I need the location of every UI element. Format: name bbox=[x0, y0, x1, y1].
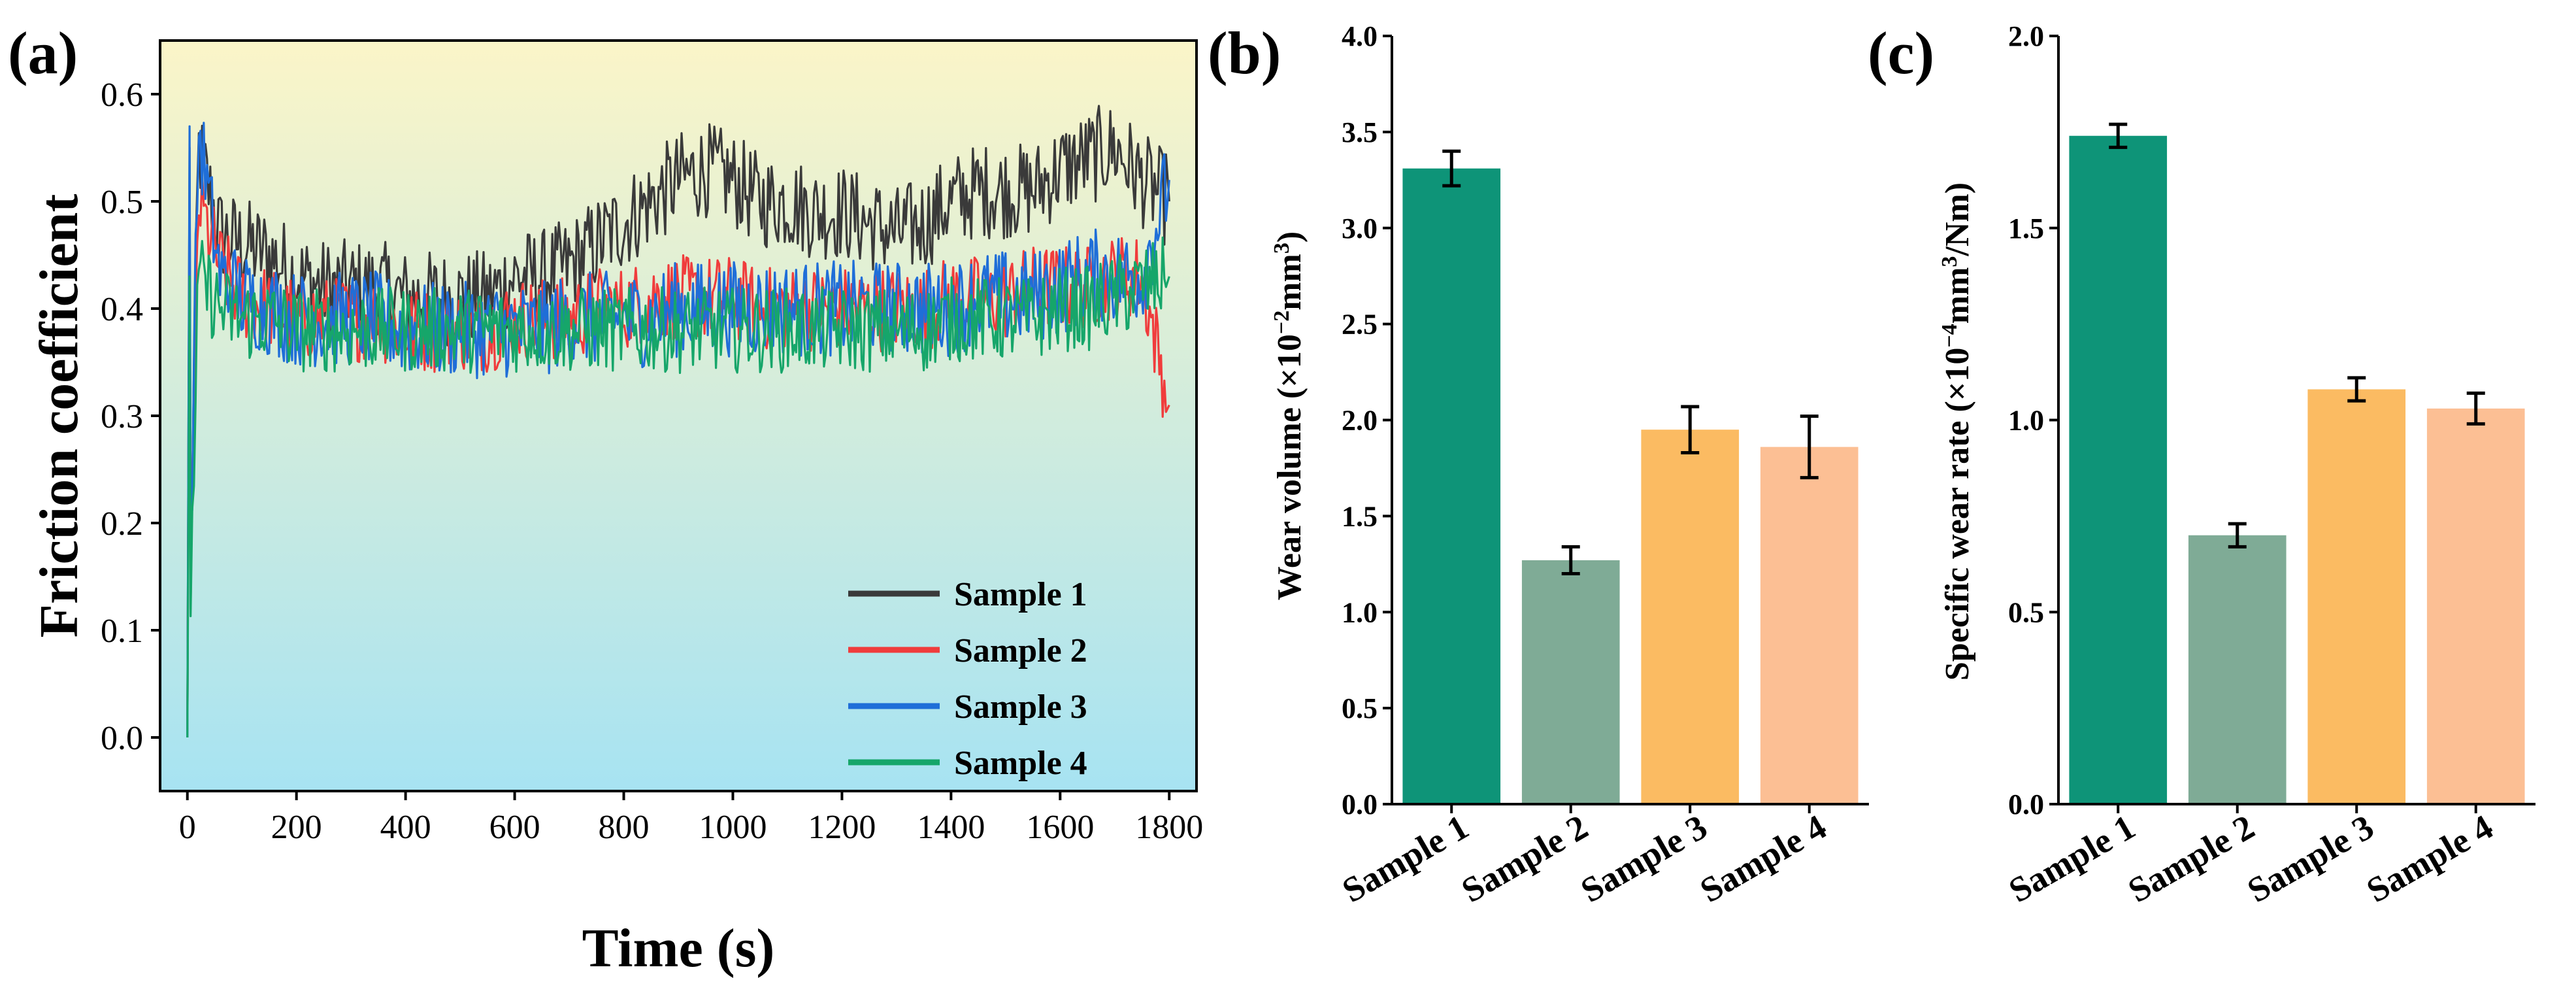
y-tick-label: 0.5 bbox=[1342, 692, 1378, 724]
x-tick-label: 1200 bbox=[808, 809, 876, 846]
x-tick-label: 1600 bbox=[1026, 809, 1094, 846]
x-tick-label: 1000 bbox=[699, 809, 767, 846]
bar-sample-3 bbox=[2307, 389, 2406, 804]
panel-label-a: (a) bbox=[8, 20, 78, 86]
category-label-sample-3: Sample 3 bbox=[1574, 807, 1713, 910]
y-tick-label: 0.4 bbox=[101, 291, 143, 328]
legend-label-sample-1: Sample 1 bbox=[954, 576, 1087, 613]
bar-sample-1 bbox=[1402, 168, 1501, 804]
plot-a-legend: Sample 1 Sample 2 Sample 3 Sample 4 bbox=[848, 576, 1087, 782]
x-tick-label: 1400 bbox=[917, 809, 985, 846]
plot-b-y-label: Wear volume (×10−2mm3) bbox=[1270, 231, 1309, 600]
category-label-sample-4: Sample 4 bbox=[1694, 807, 1833, 910]
series-line-sample-4 bbox=[186, 236, 1170, 738]
x-tick-label: 0 bbox=[179, 809, 196, 846]
y-tick-label: 0.3 bbox=[101, 398, 143, 435]
plot-c-bars bbox=[2069, 122, 2525, 804]
y-tick-label: 0.0 bbox=[1342, 788, 1378, 820]
category-label-sample-1: Sample 1 bbox=[2002, 807, 2141, 910]
legend-label-sample-4: Sample 4 bbox=[954, 745, 1087, 782]
category-label-sample-2: Sample 2 bbox=[2122, 807, 2261, 910]
y-tick-label: 1.0 bbox=[2008, 405, 2044, 437]
y-tick-label: 2.0 bbox=[1342, 405, 1378, 437]
y-tick-label: 1.0 bbox=[1342, 596, 1378, 628]
category-label-sample-1: Sample 1 bbox=[1336, 807, 1475, 910]
y-tick-label: 2.0 bbox=[2008, 20, 2044, 52]
category-label-sample-4: Sample 4 bbox=[2360, 807, 2500, 910]
y-tick-label: 0.1 bbox=[101, 613, 143, 650]
y-tick-label: 0.5 bbox=[2008, 596, 2044, 628]
plot-a-y-label: Friction coefficient bbox=[29, 194, 90, 638]
y-tick-label: 0.0 bbox=[2008, 788, 2044, 820]
plot-a-x-axis: 0 200 400 600 800 1000 1200 1400 1600 1800 bbox=[179, 791, 1203, 846]
panel-label-b: (b) bbox=[1208, 20, 1281, 86]
x-tick-label: 400 bbox=[380, 809, 431, 846]
y-tick-label: 0.6 bbox=[101, 76, 143, 114]
bar-sample-4 bbox=[2426, 408, 2525, 804]
y-tick-label: 0.5 bbox=[101, 184, 143, 221]
panel-a: (a) 0.0 0.1 0.2 0.3 0.4 0.5 0.6 0 200 400 600 800 1… bbox=[8, 20, 1203, 979]
plot-c-y-label: Specific wear rate (×10−4mm3/Nm) bbox=[1938, 182, 1977, 681]
plot-a-y-axis: 0.0 0.1 0.2 0.3 0.4 0.5 0.6 bbox=[101, 76, 160, 757]
y-tick-label: 2.5 bbox=[1342, 309, 1378, 341]
panel-label-c: (c) bbox=[1868, 20, 1934, 86]
x-tick-label: 600 bbox=[489, 809, 540, 846]
plot-a-x-label: Time (s) bbox=[582, 918, 775, 979]
y-tick-label: 3.0 bbox=[1342, 212, 1378, 245]
legend-label-sample-2: Sample 2 bbox=[954, 632, 1087, 669]
bar-sample-2 bbox=[2188, 535, 2287, 804]
y-tick-label: 4.0 bbox=[1342, 20, 1378, 52]
bar-sample-4 bbox=[1760, 447, 1858, 804]
x-tick-label: 200 bbox=[271, 809, 322, 846]
y-tick-label: 0.2 bbox=[101, 505, 143, 543]
x-tick-label: 800 bbox=[599, 809, 650, 846]
category-label-sample-2: Sample 2 bbox=[1455, 807, 1594, 910]
bar-sample-1 bbox=[2069, 135, 2168, 804]
plot-a-lines bbox=[186, 105, 1170, 738]
bar-sample-2 bbox=[1521, 560, 1620, 804]
y-tick-label: 1.5 bbox=[1342, 500, 1378, 532]
legend-label-sample-3: Sample 3 bbox=[954, 688, 1087, 726]
category-label-sample-3: Sample 3 bbox=[2241, 807, 2380, 910]
y-tick-label: 3.5 bbox=[1342, 116, 1378, 148]
x-tick-label: 1800 bbox=[1135, 809, 1203, 846]
series-line-sample-1 bbox=[186, 105, 1170, 738]
y-tick-label: 1.5 bbox=[2008, 212, 2044, 245]
y-tick-label: 0.0 bbox=[101, 720, 143, 757]
bar-sample-3 bbox=[1641, 430, 1740, 804]
plot-a-background bbox=[160, 41, 1197, 791]
plot-b-bars bbox=[1402, 149, 1858, 804]
